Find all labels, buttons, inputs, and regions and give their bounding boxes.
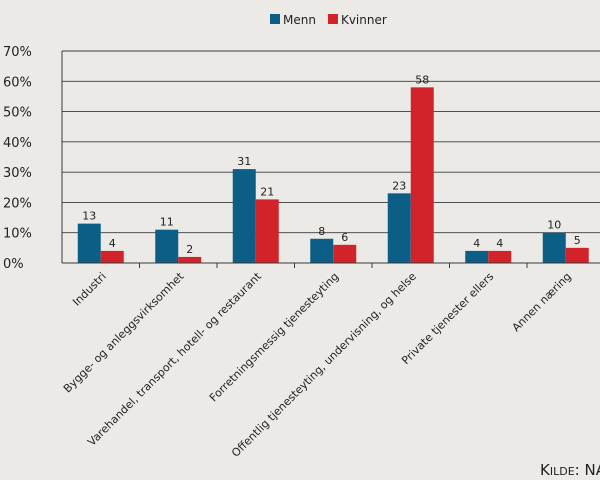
data-label: 4 [496,237,503,250]
bars: 13 4 11 2 31 21 8 6 23 58 4 4 10 5 [77,73,589,263]
gridlines [62,50,600,234]
bar-kvinner [178,256,202,263]
bar-menn [155,229,179,263]
category-label: Bygge- og anleggsvirksomhet [61,269,187,395]
legend-swatch-kvinner [327,14,338,24]
category-label: Private tjenester ellers [399,270,496,367]
bar-kvinner [565,247,589,263]
data-label: 58 [415,73,429,86]
bar-menn [465,250,489,263]
legend: Menn Kvinner [270,13,387,27]
bar-kvinner [255,199,279,263]
data-label: 2 [186,243,193,256]
bar-kvinner [488,250,512,263]
y-tick-label: 10% [3,227,32,242]
category-label: Varehandel, transport, hotell- og restau… [85,269,264,448]
data-label: 5 [574,234,581,247]
source-note: KILDE: NAV [540,461,600,479]
legend-label: Kvinner [341,13,387,27]
category-label: Forretningsmessig tjenesteyting [207,270,341,404]
y-tick-label: 0% [3,257,24,272]
category-label: Offentlig tjenesteyting, undervisning, o… [229,270,419,460]
category-label: Annen næring [510,270,574,334]
bar-menn [387,193,411,263]
data-label: 6 [341,231,348,244]
legend-label: Menn [283,13,316,27]
data-label: 10 [547,219,561,232]
data-label: 23 [392,179,406,192]
data-label: 13 [82,210,96,223]
data-label: 8 [318,225,325,238]
y-tick-label: 40% [3,136,32,151]
y-tick-label: 50% [3,106,32,121]
y-tick-label: 30% [3,166,32,181]
y-tick-label: 20% [3,196,32,211]
bar-menn [77,223,101,263]
data-label: 31 [237,155,251,168]
legend-swatch-menn [270,14,280,24]
bar-kvinner [410,87,434,263]
category-label: Industri [70,270,109,309]
bar-menn [310,238,334,263]
data-label: 11 [160,216,174,229]
y-tick-label: 60% [3,75,32,90]
data-label: 4 [109,237,116,250]
y-axis: 0% 10% 20% 30% 40% 50% 60% 70% [3,45,63,272]
bar-kvinner [333,244,357,263]
y-tick-label: 70% [3,45,32,60]
bar-menn [232,169,256,263]
bar-menn [542,232,566,263]
data-label: 4 [473,237,480,250]
bar-kvinner [100,250,124,263]
data-label: 21 [260,185,274,198]
